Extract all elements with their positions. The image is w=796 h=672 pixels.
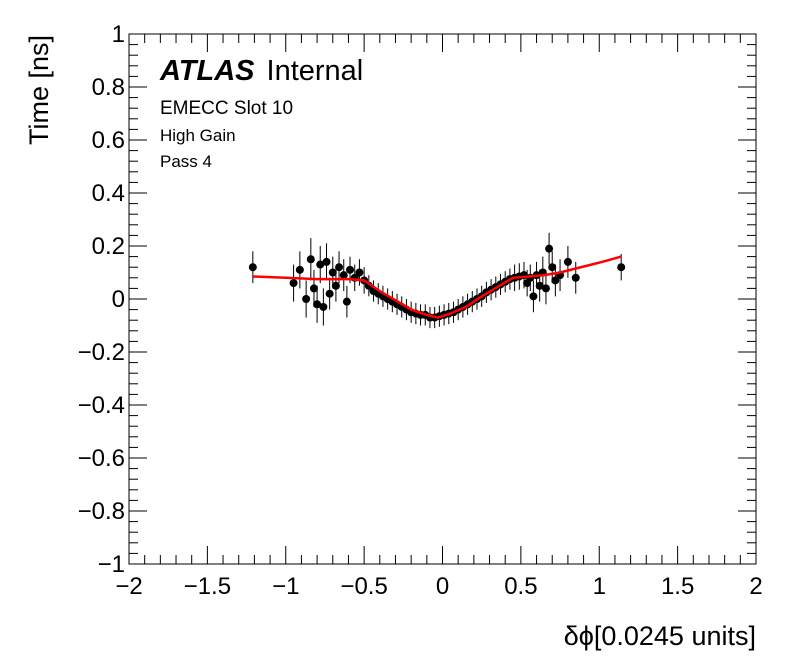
x-tick-label: 2 — [749, 573, 762, 600]
data-point — [322, 257, 331, 266]
annotation-gain: High Gain — [160, 126, 236, 145]
fit-curve — [252, 255, 622, 319]
data-point — [328, 268, 337, 277]
atlas-label: ATLAS Internal — [159, 55, 363, 87]
data-point — [319, 302, 328, 311]
y-axis-title: Time [ns] — [24, 35, 54, 145]
data-point — [617, 263, 626, 272]
y-tick-label: 0.4 — [92, 180, 125, 207]
data-point — [313, 300, 322, 309]
data-point — [289, 279, 298, 288]
data-point — [551, 276, 560, 285]
data-point — [306, 255, 315, 264]
y-tick-label: −0.6 — [78, 445, 125, 472]
data-point — [545, 244, 554, 253]
x-tick-label: 1.5 — [661, 573, 694, 600]
data-point — [571, 273, 580, 282]
y-tick-label: −1 — [98, 551, 125, 578]
annotation-slot: EMECC Slot 10 — [160, 98, 293, 119]
y-tick-label: 0.2 — [92, 233, 125, 260]
data-point — [563, 257, 572, 266]
x-tick-label: −0.5 — [340, 573, 387, 600]
data-point — [316, 260, 325, 269]
y-tick-label: −0.2 — [78, 339, 125, 366]
y-tick-label: −0.8 — [78, 498, 125, 525]
y-tick-label: 0.8 — [92, 74, 125, 101]
axis-tick-labels: −2 −1.5 −1 −0.5 0 0.5 1 1.5 2 −1 −0.8 −0.6 −0.4 −0.2 0… — [78, 21, 763, 600]
data-point — [325, 289, 334, 298]
axis-ticks — [128, 33, 757, 565]
data-point — [346, 265, 355, 274]
x-tick-label: 0 — [436, 573, 449, 600]
x-tick-label: −2 — [115, 573, 142, 600]
y-tick-label: 0.6 — [92, 127, 125, 154]
data-point — [541, 284, 550, 293]
data-point — [535, 281, 544, 290]
data-point — [342, 297, 351, 306]
y-tick-label: −0.4 — [78, 392, 125, 419]
data-point — [331, 281, 340, 290]
data-point — [302, 295, 311, 303]
atlas-label-bold: ATLAS — [159, 55, 255, 87]
x-tick-label: 0.5 — [504, 573, 537, 600]
data-point — [295, 265, 304, 274]
y-tick-label: 0 — [112, 286, 125, 313]
data-point — [309, 284, 318, 293]
atlas-label-internal: Internal — [267, 55, 364, 87]
x-tick-label: 1 — [593, 573, 606, 600]
data-point — [248, 263, 257, 272]
y-tick-label: 1 — [112, 21, 125, 48]
x-axis-title: δϕ[0.0245 units] — [564, 621, 756, 651]
x-tick-label: −1 — [272, 573, 299, 600]
data-point — [339, 271, 348, 280]
data-point — [355, 268, 364, 277]
data-point — [548, 263, 557, 272]
data-point — [529, 292, 538, 301]
x-tick-label: −1.5 — [184, 573, 231, 600]
annotation-pass: Pass 4 — [160, 152, 212, 171]
data-point — [335, 263, 344, 272]
